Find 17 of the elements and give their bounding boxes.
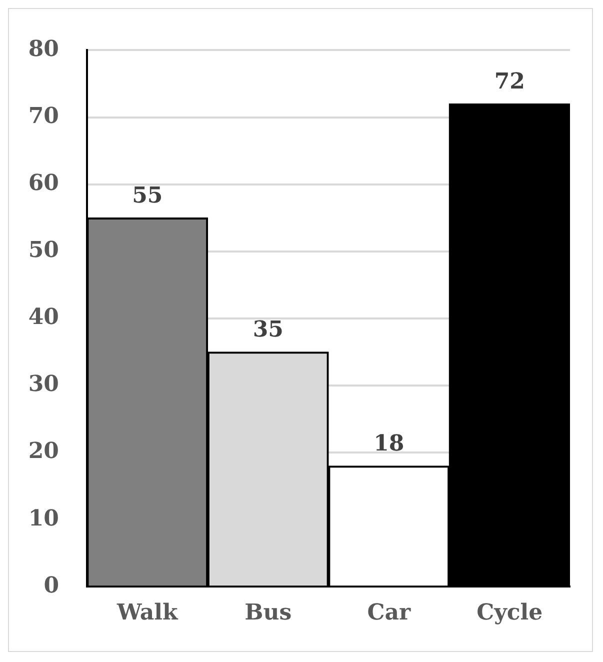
data-label: 18	[374, 430, 404, 457]
y-tick-label: 10	[28, 505, 59, 532]
y-tick-label: 70	[28, 102, 59, 129]
y-tick-label: 20	[28, 438, 59, 464]
x-tick-label: Bus	[244, 600, 292, 626]
y-tick-label: 50	[28, 237, 59, 264]
y-tick-label: 0	[44, 572, 59, 598]
x-tick-label: Cycle	[476, 600, 543, 626]
x-tick-label: Car	[367, 600, 411, 626]
data-label: 55	[132, 182, 163, 209]
y-tick-label: 80	[28, 36, 59, 62]
y-tick-label: 40	[28, 304, 59, 330]
y-tick-label: 30	[28, 371, 59, 398]
x-tick-label: Walk	[116, 600, 178, 626]
data-label: 35	[252, 316, 284, 343]
y-tick-label: 60	[28, 170, 59, 196]
data-label: 72	[494, 68, 525, 95]
